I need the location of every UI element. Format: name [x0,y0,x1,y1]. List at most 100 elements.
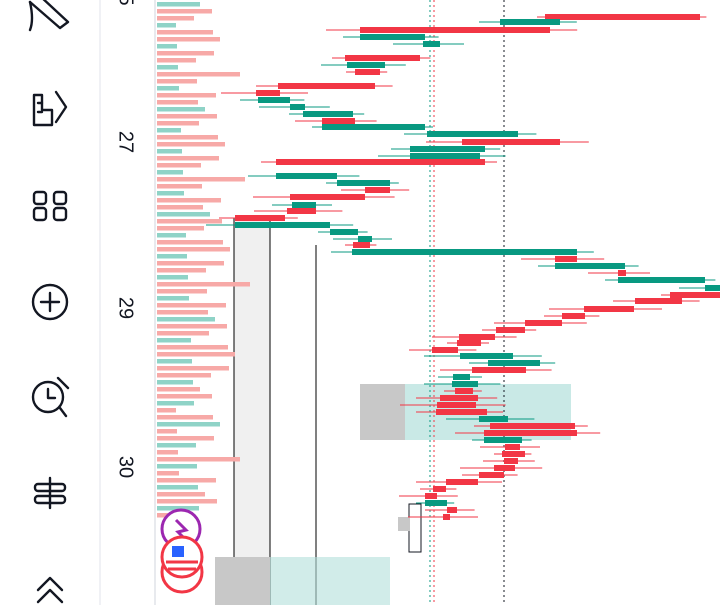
brush-tool[interactable] [28,0,70,32]
candle-body [502,451,525,457]
volume-bar [157,387,200,392]
time-label: 30 [115,456,137,478]
volume-bar [157,380,193,385]
volume-bar [157,303,226,308]
measure-tool[interactable] [32,90,68,127]
candle-body [322,124,425,130]
drawings [215,0,571,605]
volume-bar [157,156,219,161]
volume-bar [157,436,214,441]
volume [157,2,250,518]
volume-bar [157,464,197,469]
zoom-in-tool[interactable] [31,283,69,321]
flag-canton [172,546,184,557]
candle-body [457,340,481,346]
candle-body [303,111,353,117]
marker [398,517,410,531]
volume-bar [157,352,235,357]
volume-bar [157,478,216,483]
volume-bar [157,345,228,350]
volume-bar [157,247,230,252]
volume-bar [157,16,194,21]
range-band [234,218,270,605]
reward-zone [270,557,390,605]
candle-body [352,249,577,255]
volume-bar [157,394,212,399]
volume-bar [157,261,224,266]
candle-body [410,146,485,152]
candle-body [705,285,720,291]
align-tool[interactable] [33,476,67,510]
volume-bar [157,79,197,84]
volume-bar [157,485,198,490]
candle-body [360,34,425,40]
candle-body [436,409,487,415]
candle-body [479,472,504,478]
time-label: 27 [115,131,137,153]
volume-bar [157,443,196,448]
candle-body [358,236,372,242]
toolbar [28,0,70,604]
candle-body [437,402,476,408]
volume-bar [157,415,213,420]
volume-bar [157,135,218,140]
candle-body [453,374,470,380]
volume-bar [157,198,221,203]
candle-body [455,388,473,394]
candle-body [490,423,575,429]
candle-body [337,180,390,186]
candle-body [258,97,290,103]
volume-bar [157,2,200,7]
volume-bar [157,170,183,175]
alert-tool[interactable] [31,376,70,418]
volume-bar [157,492,205,497]
candle-body [433,486,446,492]
flag-stripes [166,560,198,571]
volume-bar [157,149,182,154]
candle-body [562,313,585,319]
volume-bar [157,408,176,413]
risk-zone [360,384,405,440]
candle-body [276,159,485,165]
volume-bar [157,51,214,56]
candle-body [460,353,513,359]
volume-bar [157,373,211,378]
candle-body [330,229,358,235]
volume-bar [157,226,204,231]
volume-bar [157,107,205,112]
volume-bar [157,128,181,133]
volume-bar [157,100,198,105]
candle-body [290,194,365,200]
candle-body [256,90,280,96]
volume-bar [157,254,187,259]
volume-bar [157,142,225,147]
volume-bar [157,23,176,28]
volume-bar [157,499,217,504]
candle-body [504,458,518,464]
volume-bar [157,289,207,294]
volume-bar [157,93,216,98]
candle-body [410,153,480,159]
candle-body [427,131,518,137]
candle-body [505,444,520,450]
volume-bar [157,233,186,238]
risk-zone [215,557,270,605]
layout-tool[interactable] [32,190,68,222]
candle-body [462,139,560,145]
candle-body [545,14,700,20]
candle-body [365,187,390,193]
volume-bar [157,471,179,476]
candle-body [618,270,626,276]
volume-bar [157,219,222,224]
volume-bar [157,86,179,91]
collapse-tool[interactable] [36,576,64,604]
candle-body [353,242,370,248]
volume-bar [157,65,178,70]
candles [206,14,720,520]
volume-bar [157,9,212,14]
candle-body [425,500,447,506]
event-icons [160,508,204,594]
candle-body [423,41,440,47]
candle-body [525,320,562,326]
